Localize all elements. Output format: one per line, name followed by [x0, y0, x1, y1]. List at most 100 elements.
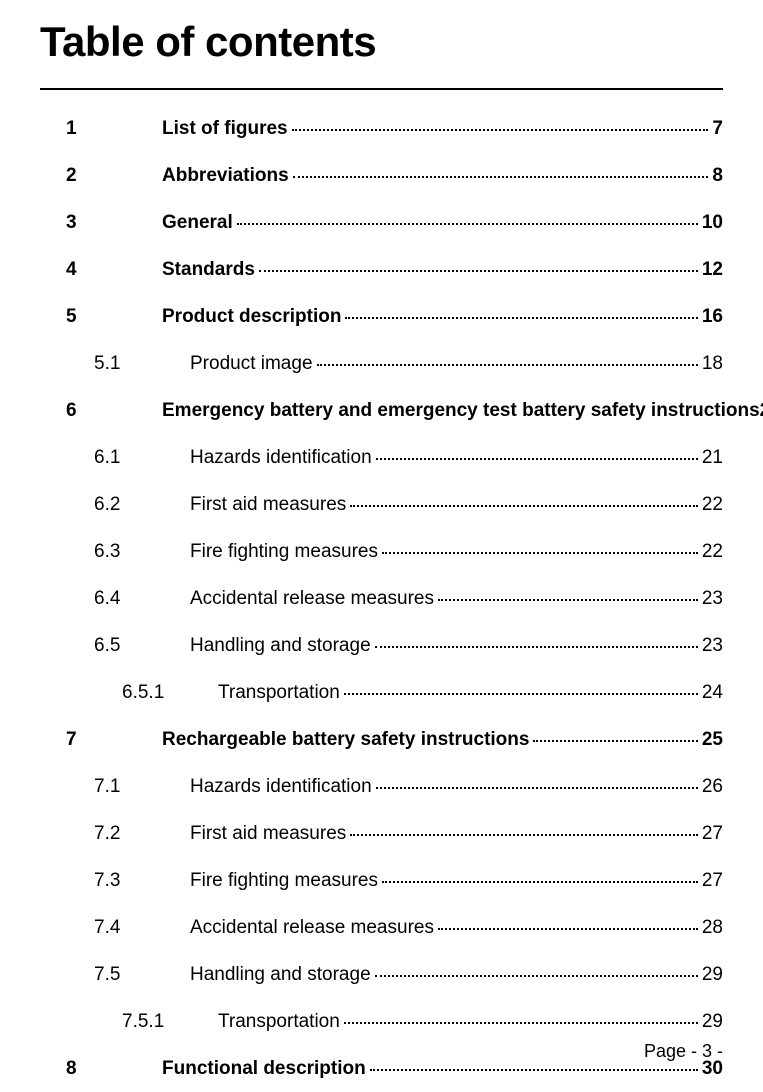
toc-entry-leader: [533, 740, 697, 742]
toc-entry-label: Hazards identification: [190, 776, 372, 798]
toc-entry: 5Product description 16: [66, 306, 723, 328]
toc-entry-number: 6: [66, 400, 162, 422]
toc-entry-label: Handling and storage: [190, 964, 371, 986]
toc-entry-label: List of figures: [162, 118, 288, 140]
toc-entry-leader: [382, 552, 698, 554]
toc-entry-label: Functional description: [162, 1058, 366, 1080]
toc-entry-leader: [382, 881, 698, 883]
divider: [40, 88, 723, 90]
toc-entry-page: 23: [702, 588, 723, 610]
toc-entry: 5.1Product image 18: [66, 353, 723, 375]
toc-entry: 7.2First aid measures 27: [66, 823, 723, 845]
toc-entry: 6.4Accidental release measures 23: [66, 588, 723, 610]
toc-entry-page: 25: [702, 729, 723, 751]
toc-entry-page: 18: [702, 353, 723, 375]
toc-entry-number: 6.3: [94, 541, 190, 563]
toc-entry: 6.3Fire fighting measures 22: [66, 541, 723, 563]
toc-entry-leader: [344, 1022, 698, 1024]
toc-entry-label: Product description: [162, 306, 341, 328]
toc-entry-number: 7.4: [94, 917, 190, 939]
toc-entry-page: 29: [702, 964, 723, 986]
toc-entry-number: 6.4: [94, 588, 190, 610]
toc-entry: 7.5Handling and storage 29: [66, 964, 723, 986]
toc-entry-leader: [293, 176, 709, 178]
toc-entry-number: 3: [66, 212, 162, 234]
toc-entry-number: 6.1: [94, 447, 190, 469]
toc-entry-leader: [317, 364, 698, 366]
toc-entry-leader: [376, 787, 698, 789]
toc-entry-label: Standards: [162, 259, 255, 281]
toc-entry-page: 8: [712, 165, 723, 187]
toc-entry: 6Emergency battery and emergency test ba…: [66, 400, 723, 422]
toc-entry: 1List of figures 7: [66, 118, 723, 140]
toc-entry-number: 5.1: [94, 353, 190, 375]
toc-entry-label: Hazards identification: [190, 447, 372, 469]
toc-entry-page: 24: [702, 682, 723, 704]
toc-entry: 3General 10: [66, 212, 723, 234]
toc-entry-number: 7.1: [94, 776, 190, 798]
toc-entry-number: 1: [66, 118, 162, 140]
toc-entry-label: First aid measures: [190, 823, 346, 845]
toc-entry-label: Abbreviations: [162, 165, 289, 187]
toc-entry-page: 23: [702, 635, 723, 657]
toc-entry-label: Rechargeable battery safety instructions: [162, 729, 529, 751]
toc-entry-page: 28: [702, 917, 723, 939]
toc-entry-label: Accidental release measures: [190, 917, 434, 939]
toc-entry-page: 10: [702, 212, 723, 234]
toc-entry: 2Abbreviations 8: [66, 165, 723, 187]
toc-entry-label: Transportation: [218, 682, 340, 704]
toc-entry-leader: [259, 270, 698, 272]
toc-entry: 7.5.1Transportation 29: [66, 1011, 723, 1033]
page-footer: Page - 3 -: [644, 1041, 723, 1062]
toc-entry-leader: [376, 458, 698, 460]
toc-entry-page: 26: [702, 776, 723, 798]
toc-entry-number: 2: [66, 165, 162, 187]
toc-entry-page: 22: [702, 494, 723, 516]
toc-entry-number: 5: [66, 306, 162, 328]
toc-entry-number: 7: [66, 729, 162, 751]
toc-entry-page: 12: [702, 259, 723, 281]
toc-entry: 7.1Hazards identification 26: [66, 776, 723, 798]
toc-entry-number: 7.5.1: [122, 1011, 218, 1033]
toc-entry: 8Functional description30: [66, 1058, 723, 1080]
toc-entry-label: Fire fighting measures: [190, 870, 378, 892]
toc-entry-number: 7.3: [94, 870, 190, 892]
toc-entry-leader: [344, 693, 698, 695]
toc-entry-label: Transportation: [218, 1011, 340, 1033]
toc-entry-leader: [345, 317, 697, 319]
toc-entry-label: Emergency battery and emergency test bat…: [162, 400, 760, 422]
toc-entry: 4Standards 12: [66, 259, 723, 281]
toc-entry-label: Product image: [190, 353, 313, 375]
toc-entry-page: 29: [702, 1011, 723, 1033]
toc-entry-leader: [350, 834, 698, 836]
toc-entry-leader: [350, 505, 698, 507]
toc-entry: 6.2First aid measures 22: [66, 494, 723, 516]
toc-entry-page: 16: [702, 306, 723, 328]
toc-entry-label: Handling and storage: [190, 635, 371, 657]
table-of-contents: 1List of figures 7 2Abbreviations 8 3General…: [40, 118, 723, 1080]
toc-entry-label: Fire fighting measures: [190, 541, 378, 563]
toc-entry: 6.5Handling and storage 23: [66, 635, 723, 657]
toc-entry: 6.5.1Transportation24: [66, 682, 723, 704]
toc-entry-page: 20: [760, 400, 763, 422]
toc-entry-number: 4: [66, 259, 162, 281]
toc-entry-number: 6.2: [94, 494, 190, 516]
toc-entry-number: 6.5: [94, 635, 190, 657]
toc-entry-page: 21: [702, 447, 723, 469]
toc-entry-page: 22: [702, 541, 723, 563]
toc-entry-leader: [438, 599, 698, 601]
toc-entry: 7Rechargeable battery safety instruction…: [66, 729, 723, 751]
toc-entry-number: 7.5: [94, 964, 190, 986]
toc-entry-leader: [292, 129, 709, 131]
toc-entry-label: Accidental release measures: [190, 588, 434, 610]
toc-entry-page: 27: [702, 823, 723, 845]
toc-entry-number: 7.2: [94, 823, 190, 845]
toc-entry-label: General: [162, 212, 233, 234]
toc-entry: 7.4Accidental release measures 28: [66, 917, 723, 939]
toc-entry-page: 27: [702, 870, 723, 892]
toc-entry-leader: [438, 928, 698, 930]
toc-entry-number: 8: [66, 1058, 162, 1080]
toc-entry: 6.1Hazards identification 21: [66, 447, 723, 469]
toc-entry-label: First aid measures: [190, 494, 346, 516]
toc-entry-page: 7: [712, 118, 723, 140]
